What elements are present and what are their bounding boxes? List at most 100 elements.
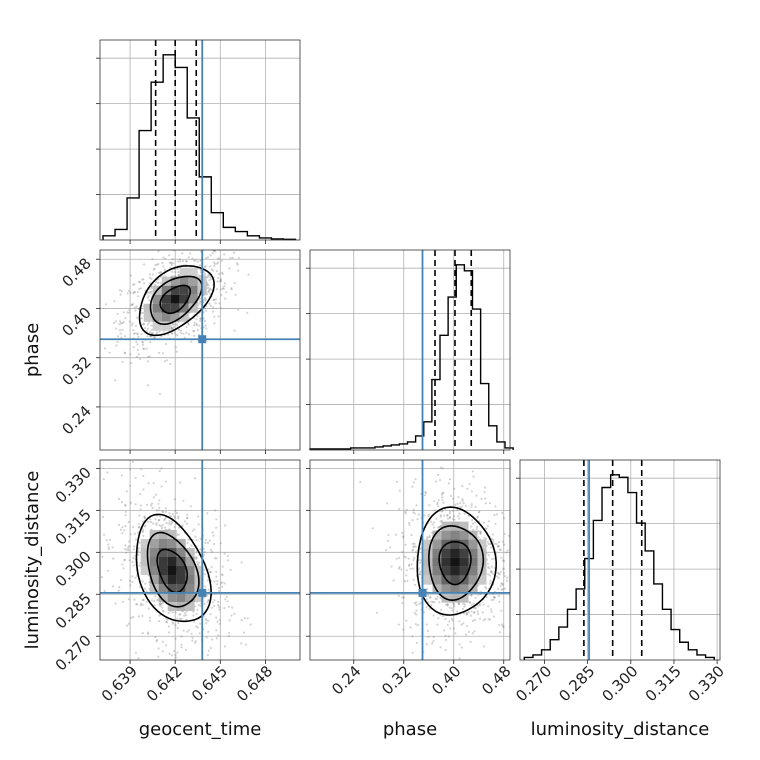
sample-point [191, 529, 194, 532]
sample-point [107, 543, 110, 546]
sample-point [221, 573, 224, 576]
sample-point [186, 516, 189, 519]
density-cell [432, 557, 442, 567]
sample-point [489, 571, 492, 574]
sample-point [418, 567, 421, 570]
sample-point [202, 615, 206, 618]
sample-point [512, 559, 514, 561]
sample-point [196, 242, 198, 244]
sample-point [390, 565, 393, 568]
density-cell [450, 593, 460, 603]
sample-point [223, 582, 226, 585]
sample-point [137, 657, 140, 660]
sample-point [497, 545, 500, 548]
sample-point [221, 585, 224, 588]
sample-point [461, 607, 465, 611]
sample-point [199, 604, 202, 607]
sample-point [141, 632, 144, 635]
sample-point [131, 560, 134, 564]
sample-point [533, 577, 535, 579]
sample-point [187, 629, 190, 632]
sample-point [204, 265, 207, 268]
histogram-luminosity_distance-frame [519, 459, 721, 661]
sample-point [449, 512, 452, 515]
sample-point [217, 315, 220, 318]
sample-point [176, 617, 179, 620]
sample-point [469, 640, 472, 644]
sample-point [148, 321, 151, 324]
sample-point [470, 525, 473, 528]
sample-point [137, 549, 140, 553]
sample-point [185, 260, 188, 263]
sample-point [136, 291, 140, 294]
density-cell [185, 592, 195, 602]
sample-point [404, 510, 407, 513]
sample-point [437, 664, 439, 666]
sample-point [120, 290, 123, 293]
sample-point [419, 547, 422, 550]
sample-point [97, 325, 99, 327]
sample-point [531, 592, 533, 594]
sample-point [177, 621, 180, 625]
sample-point [209, 571, 212, 574]
sample-point [168, 261, 171, 264]
sample-point [161, 609, 165, 612]
sample-point [503, 532, 506, 535]
sample-point [516, 553, 518, 555]
sample-point [193, 259, 196, 262]
sample-point [451, 619, 454, 622]
sample-point [180, 635, 183, 638]
sample-point [162, 265, 165, 268]
x-tick-label: 0.48 [478, 662, 514, 698]
sample-point [412, 511, 415, 514]
sample-point [158, 351, 161, 354]
sample-point [428, 504, 431, 507]
sample-point [118, 586, 121, 589]
sample-point [147, 482, 150, 485]
sample-point [494, 522, 497, 525]
sample-point [154, 263, 157, 267]
sample-point [488, 582, 492, 585]
sample-point [209, 304, 212, 307]
sample-point [169, 266, 172, 269]
sample-point [202, 311, 205, 314]
sample-point [432, 640, 435, 643]
sample-point [101, 555, 104, 559]
sample-point [163, 519, 166, 522]
x-tick-label: 0.40 [428, 662, 464, 698]
sample-point [236, 262, 239, 265]
sample-point [152, 496, 156, 499]
sample-point [183, 336, 186, 339]
sample-point [216, 257, 219, 260]
sample-point [492, 572, 495, 576]
sample-point [484, 618, 487, 621]
sample-point [453, 518, 456, 521]
sample-point [206, 601, 209, 604]
sample-point [503, 587, 506, 590]
sample-point [498, 631, 501, 634]
sample-point [121, 563, 124, 566]
sample-point [439, 466, 442, 469]
density-cell [179, 312, 189, 322]
sample-point [209, 254, 212, 257]
sample-point [185, 331, 188, 334]
sample-point [465, 613, 468, 616]
sample-point [158, 506, 161, 509]
sample-point [184, 612, 187, 615]
sample-point [513, 545, 515, 547]
sample-point [151, 273, 154, 276]
sample-point [240, 561, 243, 564]
sample-point [151, 599, 154, 602]
sample-point [165, 342, 168, 346]
sample-point [124, 524, 127, 528]
density-cell [441, 530, 451, 540]
sample-point [411, 635, 414, 638]
sample-point [425, 606, 428, 609]
sample-point [486, 541, 489, 544]
sample-point [221, 573, 224, 576]
density-cell [158, 547, 168, 557]
sample-point [164, 644, 167, 647]
density-cell [423, 548, 433, 558]
sample-point [118, 323, 121, 326]
sample-point [461, 499, 464, 502]
